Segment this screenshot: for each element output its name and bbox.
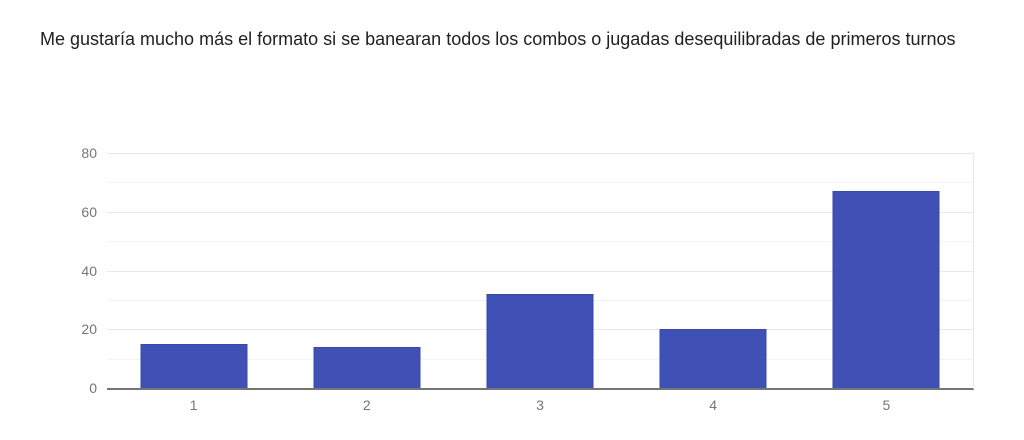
minor-gridline-50 xyxy=(107,241,973,243)
question-title: Me gustaría mucho más el formato si se b… xyxy=(40,29,956,49)
major-gridline-80 xyxy=(107,153,973,154)
x-tick-label-2: 2 xyxy=(362,397,371,413)
minor-gridline-70 xyxy=(107,182,973,184)
major-gridline-60 xyxy=(107,211,973,213)
x-tick-label-4: 4 xyxy=(709,397,718,413)
x-tick-label-1: 1 xyxy=(189,397,198,413)
bar-3[interactable] xyxy=(486,294,594,388)
x-tick-label-5: 5 xyxy=(882,397,891,413)
plot-area xyxy=(107,153,974,390)
major-gridline-40 xyxy=(107,270,973,272)
y-tick-label-60: 60 xyxy=(81,203,97,220)
bar-4[interactable] xyxy=(659,329,767,388)
bar-1[interactable] xyxy=(140,343,248,388)
x-tick-label-3: 3 xyxy=(536,397,544,413)
y-tick-label-40: 40 xyxy=(81,262,97,279)
bar-5[interactable] xyxy=(832,191,940,388)
y-tick-label-0: 0 xyxy=(89,380,97,396)
x-axis-labels: 1 2 3 4 5 xyxy=(107,397,973,415)
bar-2[interactable] xyxy=(313,346,421,388)
y-tick-label-80: 80 xyxy=(81,145,97,161)
y-tick-label-20: 20 xyxy=(81,321,97,338)
y-axis-labels: 0 20 40 60 80 xyxy=(0,145,97,396)
